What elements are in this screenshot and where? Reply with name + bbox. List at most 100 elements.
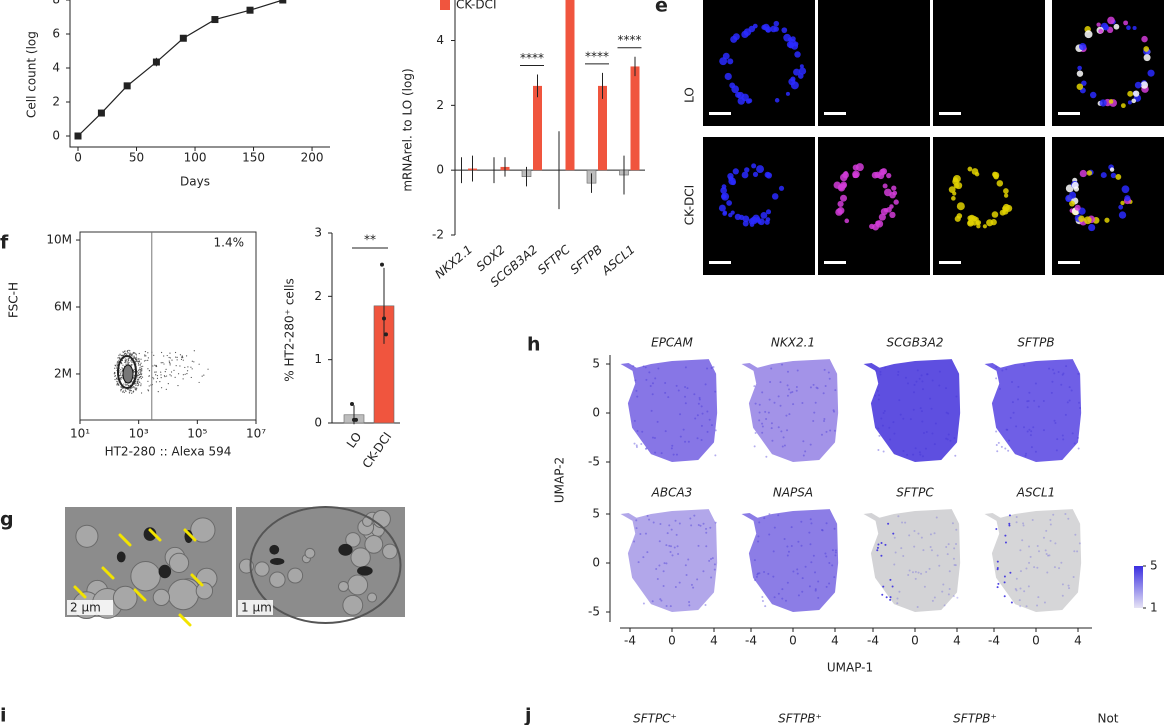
- vesicle: [195, 582, 214, 600]
- if-signal: [790, 36, 796, 42]
- event: [130, 360, 132, 362]
- if-signal: [724, 72, 732, 81]
- umap-cell: [1017, 385, 1020, 388]
- umap-cell: [708, 559, 711, 562]
- vesicle: [350, 547, 371, 568]
- event: [132, 386, 134, 389]
- dark-body: [158, 564, 172, 579]
- umap-cell: [902, 417, 905, 420]
- vesicle: [190, 517, 216, 543]
- event: [120, 369, 122, 371]
- umap-cell: [646, 551, 649, 554]
- event: [123, 383, 125, 385]
- umap-cell: [997, 441, 1000, 444]
- x-tick-label: 0: [74, 151, 82, 165]
- umap-cell: [770, 427, 773, 430]
- umap-cell: [710, 366, 713, 369]
- panel-letter: f: [0, 232, 9, 254]
- umap-cell: [714, 454, 717, 457]
- event: [154, 364, 156, 366]
- event: [116, 382, 119, 384]
- event: [201, 375, 203, 377]
- umap-cell: [705, 527, 708, 530]
- umap-cell: [814, 401, 817, 404]
- umap-cell: [648, 371, 651, 374]
- umap-cell: [831, 549, 834, 552]
- if-signal: [1107, 16, 1115, 25]
- umap-cell: [825, 522, 828, 525]
- event: [198, 363, 200, 365]
- umap-cell: [947, 543, 950, 546]
- event: [185, 355, 188, 357]
- umap-cell: [929, 546, 932, 549]
- umap-cell: [636, 395, 639, 398]
- event: [147, 352, 149, 354]
- umap-cell: [756, 573, 759, 576]
- umap-cell: [1077, 447, 1080, 450]
- umap-cell: [785, 414, 788, 417]
- if-signal: [878, 213, 886, 221]
- vesicle: [337, 580, 349, 592]
- umap-cell: [642, 556, 645, 559]
- umap-cell: [1051, 380, 1054, 383]
- umap-cell: [878, 434, 881, 437]
- row-label: CK-DCI: [683, 185, 697, 225]
- if-signal: [756, 165, 765, 174]
- umap-cell: [656, 577, 659, 580]
- umap-cell: [1015, 589, 1018, 592]
- scale-bar: [824, 261, 846, 264]
- event: [131, 381, 133, 383]
- if-signal: [773, 26, 779, 32]
- umap-cell: [675, 533, 678, 536]
- x-tick-label: 0: [668, 634, 676, 648]
- umap-cell: [768, 398, 771, 401]
- umap-cell: [1009, 571, 1012, 574]
- umap-cell: [913, 530, 916, 533]
- umap-cell: [834, 554, 837, 557]
- umap-cell: [816, 387, 819, 390]
- if-signal: [991, 211, 999, 218]
- event: [133, 356, 135, 358]
- umap-cell: [879, 370, 882, 373]
- arrow: [101, 566, 115, 580]
- event: [131, 353, 133, 356]
- umap-cell: [946, 438, 949, 441]
- arrow: [73, 585, 87, 599]
- umap-cell: [954, 454, 957, 457]
- event: [168, 361, 171, 363]
- umap-cell: [654, 451, 657, 454]
- event: [173, 369, 175, 371]
- umap-cell: [783, 538, 786, 541]
- scale-bar-label: 1 µm: [241, 601, 272, 615]
- umap-cell: [758, 411, 761, 414]
- umap-cell: [947, 412, 950, 415]
- umap-cell: [800, 520, 803, 523]
- if-signal: [975, 220, 980, 225]
- event: [126, 361, 128, 363]
- if-signal: [794, 51, 801, 58]
- umap-cell: [678, 581, 681, 584]
- x-tick-label: -4: [745, 634, 757, 648]
- umap-cell: [882, 411, 885, 414]
- event: [150, 384, 152, 386]
- umap-cell: [635, 519, 638, 522]
- umap-cell: [922, 388, 925, 391]
- dark-body: [270, 557, 285, 565]
- umap-cell: [700, 424, 703, 427]
- umap-cell: [936, 554, 939, 557]
- event: [148, 385, 150, 387]
- if-signal: [1118, 211, 1127, 219]
- event: [138, 376, 141, 379]
- umap-cell: [809, 386, 812, 389]
- event: [118, 374, 121, 377]
- x-tick-label: 0: [1032, 634, 1040, 648]
- event: [147, 357, 149, 359]
- umap-cell: [705, 545, 708, 548]
- event: [169, 352, 171, 354]
- vesicle: [112, 585, 138, 611]
- if-signal: [840, 173, 848, 182]
- umap-cell: [1019, 570, 1022, 573]
- event: [141, 376, 144, 378]
- umap-cell: [941, 590, 944, 593]
- event: [114, 367, 116, 369]
